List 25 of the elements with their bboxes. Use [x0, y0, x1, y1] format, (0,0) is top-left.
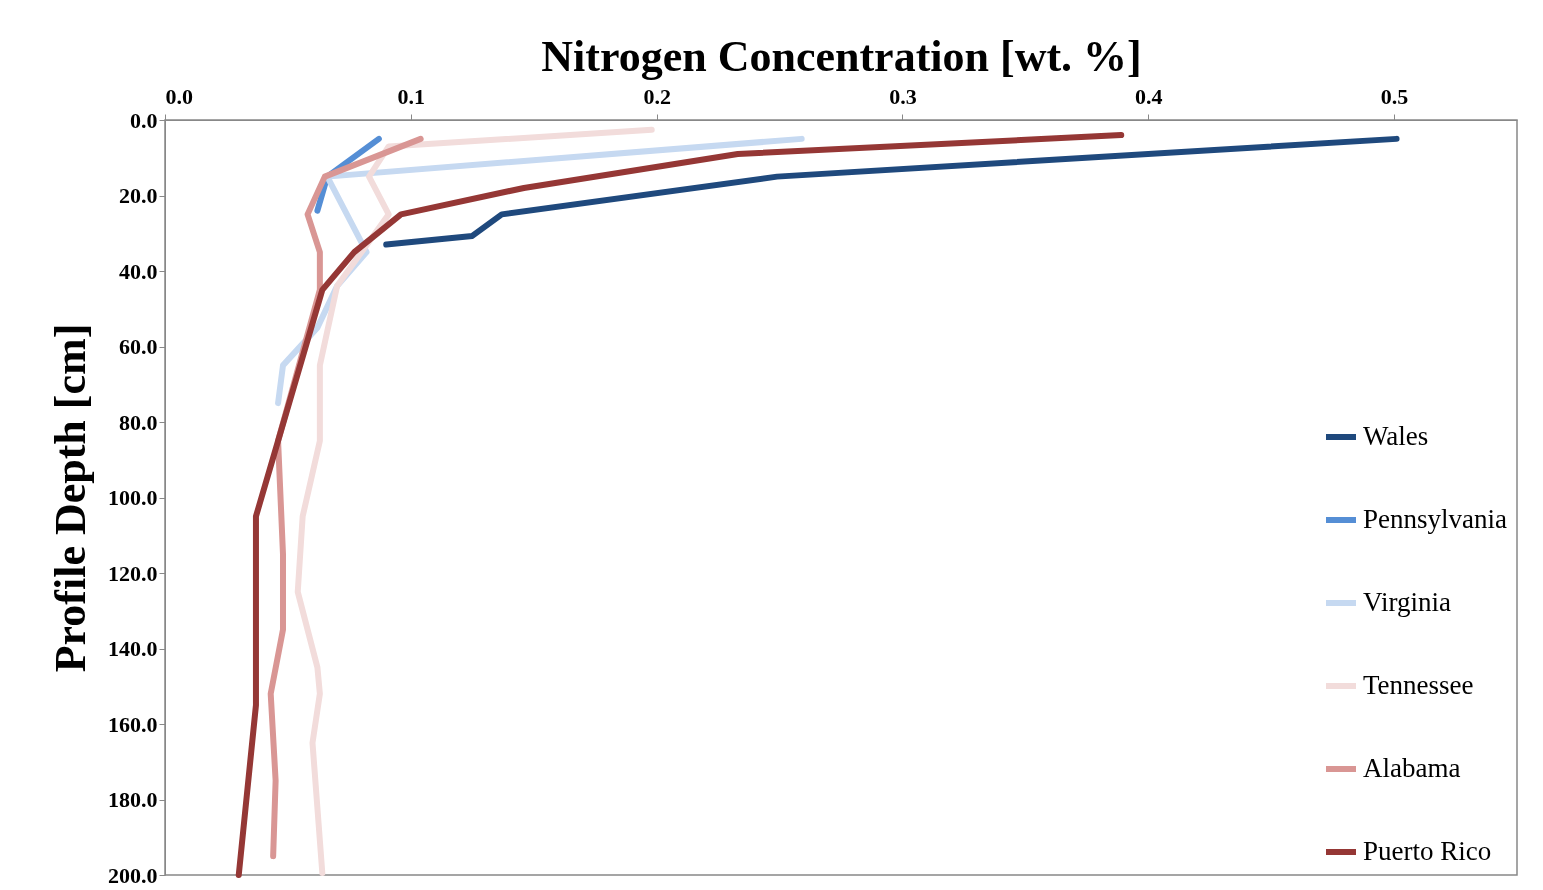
legend-label: Virginia [1363, 587, 1451, 617]
x-tick-label: 0.5 [1380, 83, 1409, 109]
x-tick-label: 0.3 [889, 83, 917, 109]
x-axis-title: Nitrogen Concentration [wt. %] [541, 31, 1142, 81]
x-tick-label: 0.4 [1135, 83, 1163, 109]
x-tick-label: 0.2 [643, 83, 671, 109]
legend-label: Wales [1363, 421, 1429, 451]
y-axis-title: Profile Depth [cm] [46, 323, 95, 673]
y-tick-label: 140.0 [108, 636, 158, 661]
y-tick-label: 180.0 [108, 787, 158, 812]
legend-label: Alabama [1363, 753, 1461, 783]
y-tick-label: 160.0 [108, 711, 158, 737]
y-tick-label: 200.0 [108, 862, 158, 888]
y-tick-label: 40.0 [119, 258, 158, 284]
y-tick-label: 80.0 [119, 409, 158, 435]
legend-label: Pennsylvania [1363, 504, 1507, 534]
legend-label: Tennessee [1363, 670, 1474, 700]
y-tick-label: 0.0 [130, 107, 158, 133]
y-tick-label: 60.0 [119, 334, 158, 359]
legend-label: Puerto Rico [1363, 836, 1492, 866]
x-tick-label: 0.0 [165, 83, 193, 109]
y-tick-label: 20.0 [119, 183, 158, 208]
y-tick-label: 120.0 [108, 560, 158, 586]
y-tick-label: 100.0 [108, 485, 158, 510]
x-tick-label: 0.1 [397, 83, 426, 109]
